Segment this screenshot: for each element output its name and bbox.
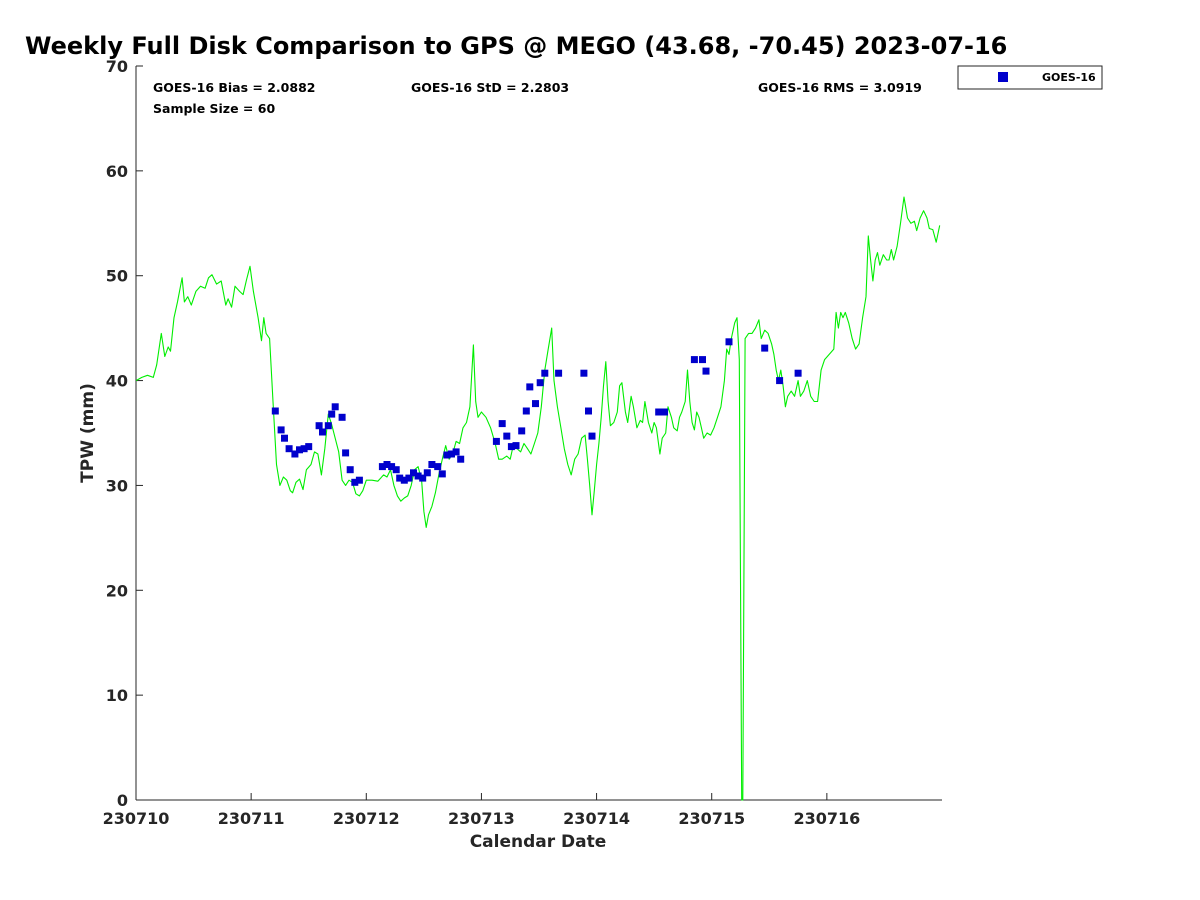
goes16-point (328, 410, 336, 418)
goes16-point (271, 407, 279, 415)
goes16-point (300, 445, 308, 453)
goes16-point (291, 450, 299, 458)
goes16-point (532, 400, 539, 408)
goes16-point (281, 434, 288, 442)
goes16-point (355, 476, 363, 484)
goes16-point (438, 470, 446, 478)
goes16-point (315, 422, 323, 430)
y-tick-label: 10 (106, 686, 128, 705)
goes16-point (388, 463, 396, 471)
sample-size-stat: Sample Size = 60 (153, 101, 275, 116)
goes16-point (536, 379, 544, 387)
x-tick-label: 230713 (448, 809, 515, 828)
y-tick-label: 70 (106, 57, 128, 76)
rms-stat: GOES-16 RMS = 3.0919 (758, 80, 922, 95)
goes16-point (580, 369, 588, 377)
gps-tpw-series-line (136, 196, 941, 801)
y-tick-label: 30 (106, 476, 128, 495)
goes16-point (655, 408, 663, 416)
goes16-point (503, 432, 511, 440)
y-tick-label: 40 (106, 372, 128, 391)
goes16-point (448, 450, 455, 458)
goes16-point (526, 383, 534, 391)
goes16-point (776, 377, 784, 385)
legend-box (957, 65, 1103, 90)
goes16-point (405, 474, 413, 482)
goes16-point (690, 356, 698, 364)
goes16-point (555, 369, 563, 377)
goes16-point (725, 338, 733, 346)
goes16-point (434, 463, 442, 471)
goes16-point (661, 408, 668, 416)
goes16-point (338, 413, 346, 421)
y-tick-label: 60 (106, 162, 128, 181)
goes16-point (702, 367, 710, 375)
goes16-point (396, 474, 404, 482)
goes16-point (507, 443, 515, 451)
goes16-point (699, 356, 706, 364)
goes16-point (794, 369, 802, 377)
goes16-point (585, 407, 592, 415)
legend-goes16-marker (998, 72, 1008, 82)
goes16-point (414, 472, 422, 480)
std-stat: GOES-16 StD = 2.2803 (411, 80, 569, 95)
x-tick-label: 230710 (103, 809, 170, 828)
goes16-point (588, 432, 596, 440)
chart-title: Weekly Full Disk Comparison to GPS @ MEG… (25, 32, 1007, 60)
chart-legend: GOES-16 (957, 65, 1103, 90)
x-tick-label: 230711 (218, 809, 285, 828)
x-tick-label: 230714 (563, 809, 630, 828)
goes16-point (383, 461, 391, 468)
goes16-point (331, 403, 339, 411)
x-axis-ticks: 230710 230711 230712 230713 230714 230715 2307… (103, 793, 860, 828)
goes16-point (351, 478, 359, 486)
goes16-point (324, 422, 332, 430)
goes16-point (492, 437, 500, 445)
goes16-point (452, 448, 460, 456)
goes16-point (512, 442, 520, 450)
goes16-point (518, 427, 526, 435)
y-axis-ticks: 0 10 20 30 40 50 60 70 (106, 57, 143, 810)
goes16-point (498, 420, 506, 428)
y-tick-label: 0 (117, 791, 128, 810)
x-axis-label: Calendar Date (470, 832, 607, 852)
goes16-point (285, 445, 293, 453)
goes16-point (423, 469, 431, 477)
goes16-point (277, 426, 285, 434)
goes16-point (400, 476, 408, 484)
y-tick-label: 20 (106, 581, 128, 600)
y-axis-label: TPW (mm) (78, 383, 98, 483)
goes16-series-points (271, 338, 802, 486)
y-tick-label: 50 (106, 267, 128, 286)
goes16-point (319, 428, 326, 436)
goes16-point (410, 469, 417, 477)
x-tick-label: 230715 (678, 809, 745, 828)
goes16-point (522, 407, 530, 415)
goes16-point (443, 451, 451, 459)
goes16-point (457, 455, 465, 463)
goes16-point (541, 369, 549, 377)
goes16-point (419, 474, 427, 482)
goes16-point (392, 466, 400, 474)
goes16-point (305, 443, 313, 451)
goes16-point (378, 463, 386, 471)
goes16-point (296, 446, 303, 454)
x-tick-label: 230716 (793, 809, 860, 828)
goes16-point (346, 466, 354, 474)
bias-stat: GOES-16 Bias = 2.0882 (153, 80, 315, 95)
legend-goes16-label: GOES-16 (1042, 71, 1096, 84)
goes16-point (342, 449, 350, 457)
goes16-point (428, 461, 436, 468)
x-tick-label: 230712 (333, 809, 400, 828)
goes16-point (761, 344, 769, 352)
